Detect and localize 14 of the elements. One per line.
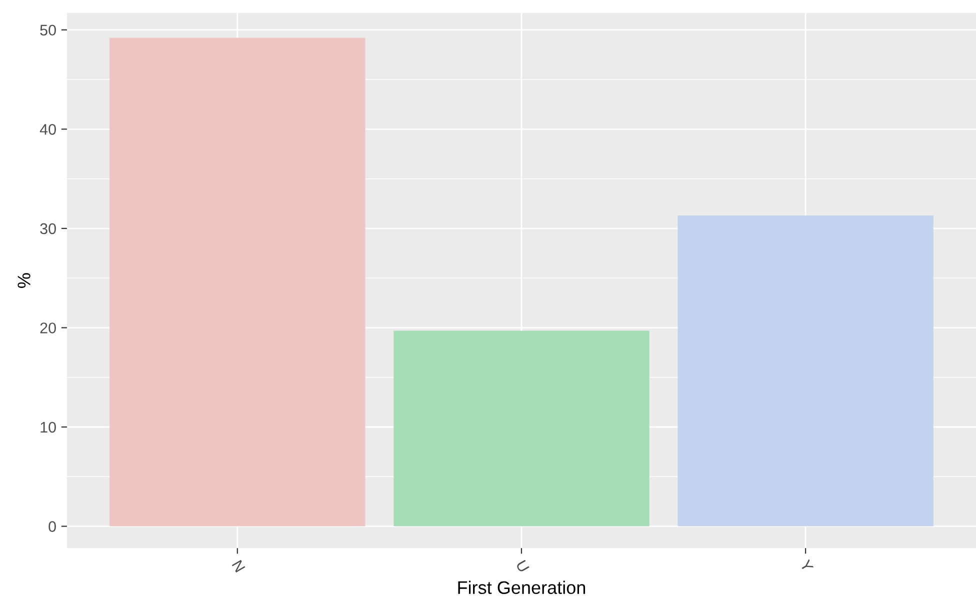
y-tick-label: 10 bbox=[40, 422, 56, 433]
x-tick-label: U bbox=[516, 560, 530, 573]
y-tick-label: 20 bbox=[40, 322, 56, 334]
y-tick-label: 50 bbox=[40, 24, 56, 36]
bar bbox=[678, 216, 934, 526]
x-axis-title: First Generation bbox=[458, 580, 586, 594]
bar bbox=[110, 38, 366, 526]
y-tick-label: 40 bbox=[40, 124, 56, 135]
y-axis-title: % bbox=[18, 273, 30, 288]
x-tick-label: Y bbox=[800, 559, 814, 573]
y-tick-label: 0 bbox=[48, 521, 56, 532]
x-tick-label: N bbox=[232, 560, 246, 573]
y-tick-label: 30 bbox=[40, 223, 56, 234]
bar bbox=[394, 330, 650, 526]
